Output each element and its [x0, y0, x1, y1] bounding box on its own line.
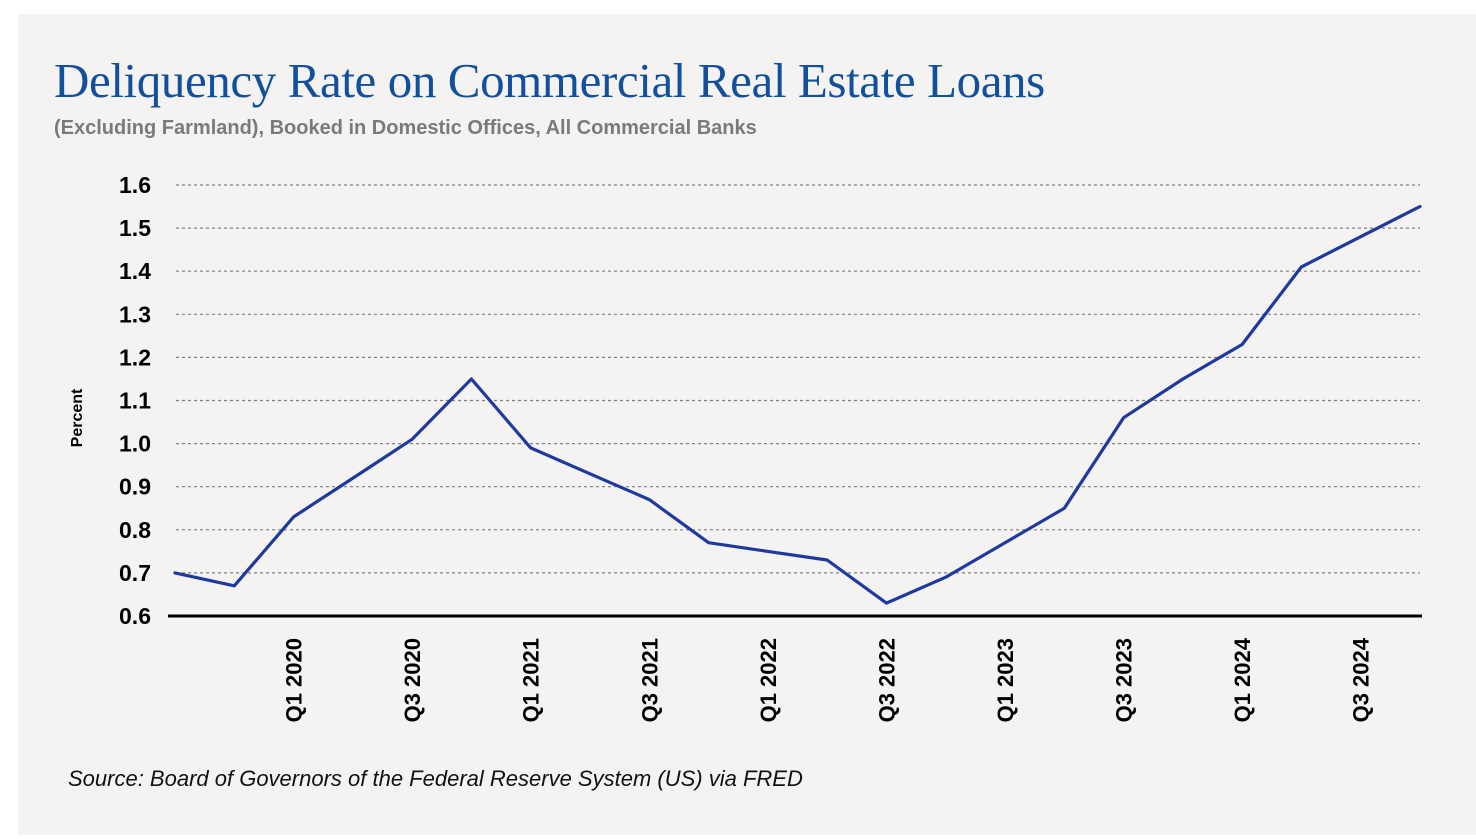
chart-title: Deliquency Rate on Commercial Real Estat… [54, 53, 1045, 108]
y-tick-label: 0.6 [119, 603, 151, 629]
y-tick-label: 1.3 [119, 301, 151, 327]
x-tick-label: Q3 2021 [637, 638, 662, 722]
x-tick-label: Q3 2022 [874, 638, 899, 722]
x-tick-label: Q1 2020 [282, 638, 307, 722]
x-tick-label: Q1 2021 [519, 638, 544, 722]
y-tick-label: 1.5 [119, 215, 151, 241]
x-tick-label: Q1 2024 [1230, 637, 1255, 722]
y-tick-label: 1.4 [119, 258, 151, 284]
chart-card: Deliquency Rate on Commercial Real Estat… [18, 14, 1476, 835]
x-tick-label: Q3 2024 [1349, 637, 1374, 722]
chart-subtitle: (Excluding Farmland), Booked in Domestic… [54, 117, 757, 139]
y-tick-label: 1.0 [119, 431, 151, 457]
y-axis-label: Percent [69, 388, 86, 447]
y-tick-label: 0.9 [119, 474, 151, 500]
x-tick-label: Q1 2022 [756, 638, 781, 722]
source-note: Source: Board of Governors of the Federa… [68, 766, 803, 791]
y-tick-label: 0.7 [119, 560, 151, 586]
y-tick-label: 1.2 [119, 344, 151, 370]
y-tick-label: 1.1 [119, 388, 151, 414]
x-tick-label: Q3 2023 [1112, 638, 1137, 722]
x-tick-label: Q3 2020 [400, 638, 425, 722]
x-tick-label: Q1 2023 [993, 638, 1018, 722]
line-chart: 0.6 0.7 0.8 0.9 1.0 1.1 1.2 1.3 1.4 1.5 1.6 Percent… [69, 172, 1422, 722]
y-tick-label: 1.6 [119, 172, 151, 198]
series-line [173, 204, 1422, 605]
y-tick-label: 0.8 [119, 517, 151, 543]
